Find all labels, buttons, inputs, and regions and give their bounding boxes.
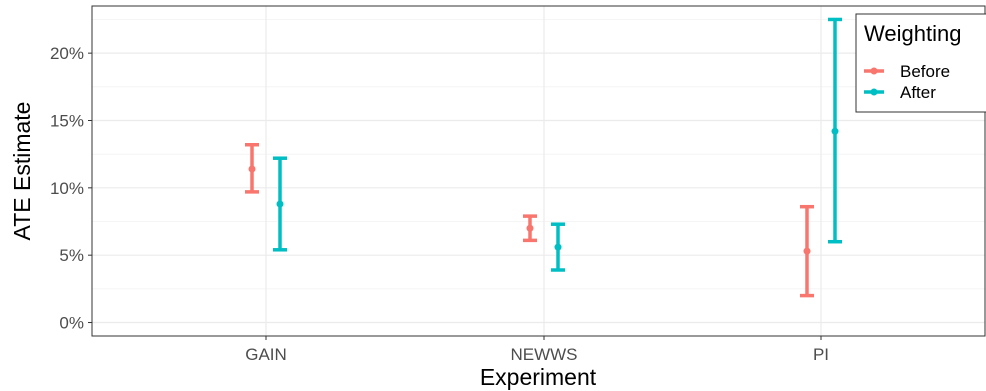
legend-key-point xyxy=(870,88,878,96)
point-estimate xyxy=(831,127,839,135)
series-before xyxy=(245,142,814,298)
point-estimate xyxy=(248,165,256,173)
legend-key-point xyxy=(870,67,878,75)
y-tick-label: 20% xyxy=(50,44,84,63)
panel-border xyxy=(91,5,986,337)
x-tick-label: PI xyxy=(813,345,829,364)
point-estimate xyxy=(803,247,811,255)
legend-box xyxy=(855,13,986,113)
y-axis-title: ATE Estimate xyxy=(9,102,35,241)
legend-label: Before xyxy=(900,62,950,81)
data-layer xyxy=(245,17,842,298)
y-tick-label: 0% xyxy=(59,314,84,333)
y-tick-label: 15% xyxy=(50,111,84,130)
point-estimate xyxy=(554,243,562,251)
legend-label: After xyxy=(900,83,936,102)
legend-title: Weighting xyxy=(864,21,961,46)
x-tick-label: NEWWS xyxy=(510,345,577,364)
axis-layer: 0% 5% 10% 15% 20% GAIN NEWWS PI xyxy=(50,44,829,364)
x-tick-label: GAIN xyxy=(245,345,287,364)
legend: Weighting Before After xyxy=(855,13,986,113)
point-estimate xyxy=(276,200,284,208)
grid-layer xyxy=(92,6,985,336)
series-after xyxy=(273,17,842,272)
x-axis-title: Experiment xyxy=(480,364,597,390)
point-estimate xyxy=(526,224,534,232)
y-tick-label: 5% xyxy=(59,246,84,265)
y-tick-label: 10% xyxy=(50,179,84,198)
